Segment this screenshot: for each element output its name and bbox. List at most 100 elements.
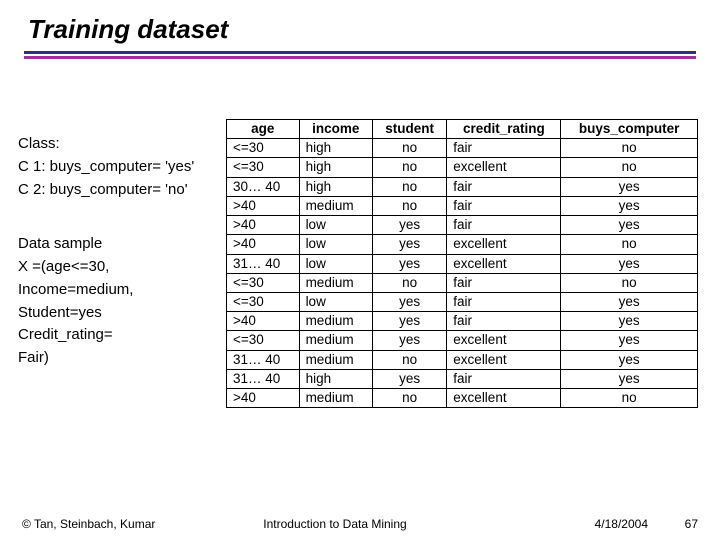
table-cell: yes: [561, 369, 698, 388]
table-cell: >40: [227, 389, 300, 408]
table-cell: yes: [372, 254, 446, 273]
table-cell: excellent: [447, 350, 561, 369]
text-line: Data sample: [18, 235, 218, 254]
table-cell: no: [372, 196, 446, 215]
table-cell: fair: [447, 292, 561, 311]
content-area: Class:C 1: buys_computer= 'yes'C 2: buys…: [0, 59, 720, 408]
text-line: Fair): [18, 349, 218, 368]
table-cell: yes: [372, 331, 446, 350]
table-cell: <=30: [227, 139, 300, 158]
table-cell: <=30: [227, 158, 300, 177]
table-cell: yes: [372, 369, 446, 388]
left-column: Class:C 1: buys_computer= 'yes'C 2: buys…: [18, 119, 218, 408]
table-cell: no: [372, 139, 446, 158]
table-cell: no: [561, 273, 698, 292]
text-line: Income=medium,: [18, 281, 218, 300]
footer: © Tan, Steinbach, Kumar Introduction to …: [0, 514, 720, 540]
table-cell: low: [299, 254, 372, 273]
table-cell: excellent: [447, 254, 561, 273]
table-row: >40mediumyesfairyes: [227, 312, 698, 331]
table-cell: no: [561, 139, 698, 158]
table-cell: fair: [447, 139, 561, 158]
table-cell: fair: [447, 216, 561, 235]
table-cell: medium: [299, 196, 372, 215]
table-cell: high: [299, 177, 372, 196]
table-cell: 31… 40: [227, 254, 300, 273]
table-body: <=30highnofairno<=30highnoexcellentno30……: [227, 139, 698, 408]
table-cell: yes: [561, 177, 698, 196]
table-cell: fair: [447, 369, 561, 388]
table-cell: no: [372, 158, 446, 177]
table-cell: yes: [561, 292, 698, 311]
table-row: 31… 40highyesfairyes: [227, 369, 698, 388]
table-cell: yes: [372, 292, 446, 311]
footer-center: Introduction to Data Mining: [242, 517, 528, 531]
table-cell: high: [299, 158, 372, 177]
table-cell: >40: [227, 216, 300, 235]
table-cell: no: [372, 389, 446, 408]
sample-block: Data sample X =(age<=30, Income=medium, Stu…: [18, 235, 218, 368]
table-row: <=30mediumyesexcellentyes: [227, 331, 698, 350]
footer-page: 67: [648, 517, 698, 531]
table-cell: 31… 40: [227, 350, 300, 369]
footer-date: 4/18/2004: [528, 517, 648, 531]
table-row: >40mediumnofairyes: [227, 196, 698, 215]
table-row: <=30lowyesfairyes: [227, 292, 698, 311]
table-cell: no: [372, 350, 446, 369]
table-cell: yes: [561, 331, 698, 350]
table-row: >40lowyesfairyes: [227, 216, 698, 235]
training-table: ageincomestudentcredit_ratingbuys_comput…: [226, 119, 698, 408]
text-line: Student=yes: [18, 304, 218, 323]
table-cell: excellent: [447, 331, 561, 350]
table-cell: yes: [372, 216, 446, 235]
table-cell: yes: [561, 350, 698, 369]
table-row: >40mediumnoexcellentno: [227, 389, 698, 408]
table-cell: <=30: [227, 331, 300, 350]
table-cell: >40: [227, 312, 300, 331]
col-header: student: [372, 120, 446, 139]
table-cell: medium: [299, 389, 372, 408]
table-cell: high: [299, 139, 372, 158]
table-row: >40lowyesexcellentno: [227, 235, 698, 254]
table-row: <=30mediumnofairno: [227, 273, 698, 292]
table-row: <=30highnoexcellentno: [227, 158, 698, 177]
table-cell: yes: [372, 235, 446, 254]
table-cell: >40: [227, 196, 300, 215]
table-cell: yes: [561, 254, 698, 273]
table-cell: no: [372, 273, 446, 292]
text-line: Class:: [18, 135, 218, 154]
table-cell: yes: [372, 312, 446, 331]
table-cell: <=30: [227, 292, 300, 311]
table-row: 31… 40lowyesexcellentyes: [227, 254, 698, 273]
table-cell: fair: [447, 177, 561, 196]
table-header-row: ageincomestudentcredit_ratingbuys_comput…: [227, 120, 698, 139]
text-line: X =(age<=30,: [18, 258, 218, 277]
table-cell: >40: [227, 235, 300, 254]
table-cell: excellent: [447, 158, 561, 177]
table-container: ageincomestudentcredit_ratingbuys_comput…: [226, 119, 698, 408]
table-cell: medium: [299, 312, 372, 331]
table-cell: yes: [561, 196, 698, 215]
table-cell: medium: [299, 273, 372, 292]
table-cell: no: [372, 177, 446, 196]
col-header: credit_rating: [447, 120, 561, 139]
table-cell: excellent: [447, 235, 561, 254]
table-cell: high: [299, 369, 372, 388]
table-cell: low: [299, 235, 372, 254]
table-cell: <=30: [227, 273, 300, 292]
table-cell: no: [561, 158, 698, 177]
slide-title: Training dataset: [0, 0, 720, 51]
title-rule: [0, 51, 720, 59]
col-header: income: [299, 120, 372, 139]
text-line: Credit_rating=: [18, 326, 218, 345]
table-cell: no: [561, 389, 698, 408]
table-cell: no: [561, 235, 698, 254]
table-cell: excellent: [447, 389, 561, 408]
slide: Training dataset Class:C 1: buys_compute…: [0, 0, 720, 540]
table-row: 31… 40mediumnoexcellentyes: [227, 350, 698, 369]
table-cell: medium: [299, 350, 372, 369]
table-cell: 31… 40: [227, 369, 300, 388]
table-row: <=30highnofairno: [227, 139, 698, 158]
class-block: Class:C 1: buys_computer= 'yes'C 2: buys…: [18, 135, 218, 199]
col-header: buys_computer: [561, 120, 698, 139]
